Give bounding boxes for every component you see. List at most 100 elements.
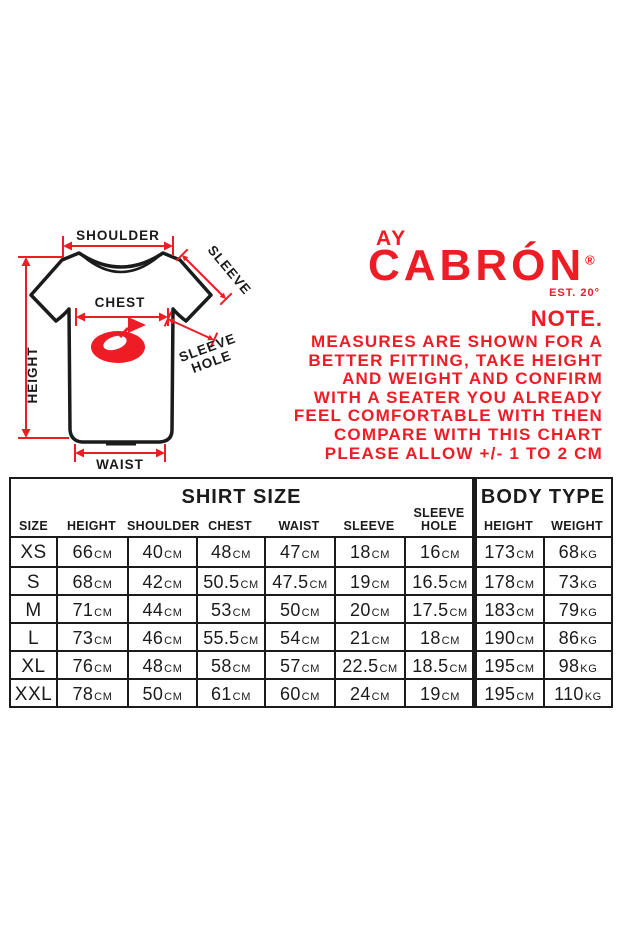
table-row: XS 66 CM 40 CM 48 CM 47 CM 18 CM 16 CM 173 CM 68 KG — [11, 538, 611, 566]
value-cell: 50 CM — [264, 594, 334, 622]
value-number: 86 — [558, 628, 580, 648]
value-cell: 42 CM — [127, 566, 196, 594]
value-number: 79 — [558, 600, 580, 620]
value-unit: CM — [449, 607, 468, 619]
value-unit: KG — [584, 691, 602, 703]
value-number: 20 — [350, 600, 371, 620]
value-number: 61 — [211, 684, 232, 704]
value-number: 73 — [558, 572, 580, 592]
value-number: 178 — [484, 572, 516, 592]
value-number: 47 — [280, 542, 301, 562]
value-cell: 44 CM — [127, 594, 196, 622]
value-number: 55.5 — [203, 628, 240, 648]
value-unit: KG — [580, 549, 598, 561]
value-number: 60 — [280, 684, 301, 704]
value-unit: KG — [580, 607, 598, 619]
value-cell: 50.5 CM — [196, 566, 264, 594]
value-number: 68 — [558, 542, 580, 562]
table-row: L 73 CM 46 CM 55.5 CM 54 CM 21 CM 18 CM 190 CM 86 KG — [11, 622, 611, 650]
value-number: 54 — [280, 628, 301, 648]
value-cell: 58 CM — [196, 650, 264, 678]
value-number: 183 — [484, 600, 516, 620]
value-unit: CM — [232, 549, 251, 561]
value-number: 21 — [350, 628, 371, 648]
value-number: 195 — [484, 684, 516, 704]
value-cell: 183 CM — [474, 594, 543, 622]
value-unit: CM — [301, 691, 320, 703]
value-number: 48 — [142, 656, 164, 676]
value-number: 195 — [484, 656, 516, 676]
note-line: BETTER FITTING, TAKE HEIGHT — [308, 350, 603, 370]
value-cell: 19 CM — [404, 678, 474, 706]
value-cell: 18 CM — [404, 622, 474, 650]
value-unit: CM — [516, 635, 535, 647]
value-cell: 47 CM — [264, 538, 334, 566]
value-unit: CM — [516, 691, 535, 703]
column-header: SLEEVE — [343, 518, 395, 533]
value-cell: 195 CM — [474, 650, 543, 678]
value-cell: 61 CM — [196, 678, 264, 706]
value-cell: 20 CM — [334, 594, 404, 622]
column-headers: SIZE HEIGHT SHOULDER CHEST WAIST SLEEVE SLEEVE… — [11, 506, 611, 533]
value-unit: CM — [441, 691, 460, 703]
value-number: 66 — [72, 542, 94, 562]
table-row: XXL 78 CM 50 CM 61 CM 60 CM 24 CM 19 CM 195 CM 110 KG — [11, 678, 611, 706]
value-number: 18.5 — [412, 656, 449, 676]
value-number: 46 — [142, 628, 164, 648]
brand-logo-ay: AY — [376, 227, 408, 250]
value-unit: CM — [371, 549, 390, 561]
value-cell: 98 KG — [543, 650, 611, 678]
value-number: 16.5 — [412, 572, 449, 592]
value-cell: 110 KG — [543, 678, 611, 706]
value-cell: 50 CM — [127, 678, 196, 706]
value-cell: 173 CM — [474, 538, 543, 566]
value-unit: CM — [371, 635, 390, 647]
value-number: 48 — [211, 542, 232, 562]
note-line: COMPARE WITH THIS CHART — [333, 424, 603, 444]
column-header: SIZE — [19, 518, 48, 533]
size-cell: S — [11, 566, 56, 594]
note-line: FEEL COMFORTABLE WITH THEN — [293, 406, 603, 426]
tshirt-measurement-diagram: SHOULDER CHEST WAIST HEIGHT SLEEVE SLEEV… — [18, 228, 254, 472]
value-unit: CM — [232, 663, 251, 675]
value-number: 78 — [72, 684, 94, 704]
note-line: WITH A SEATER YOU ALREADY — [313, 387, 603, 407]
value-cell: 71 CM — [56, 594, 127, 622]
note-body: MEASURES ARE SHOWN FOR A BETTER FITTING,… — [283, 332, 603, 463]
column-header: WEIGHT — [551, 518, 603, 533]
column-header: HEIGHT — [66, 518, 117, 533]
value-number: 40 — [142, 542, 164, 562]
section-divider — [472, 479, 477, 706]
chest-logo-icon — [91, 317, 146, 363]
value-unit: CM — [164, 691, 183, 703]
value-cell: 86 KG — [543, 622, 611, 650]
note-line: AND WEIGHT AND CONFIRM — [342, 369, 603, 389]
value-cell: 79 KG — [543, 594, 611, 622]
value-number: 17.5 — [412, 600, 449, 620]
size-cell: L — [11, 622, 56, 650]
value-unit: CM — [240, 579, 259, 591]
value-number: 57 — [280, 656, 301, 676]
value-cell: 60 CM — [264, 678, 334, 706]
value-cell: 190 CM — [474, 622, 543, 650]
value-number: 44 — [142, 600, 164, 620]
value-unit: CM — [301, 663, 320, 675]
value-cell: 18 CM — [334, 538, 404, 566]
value-cell: 195 CM — [474, 678, 543, 706]
value-unit: CM — [94, 691, 113, 703]
value-cell: 54 CM — [264, 622, 334, 650]
value-unit: CM — [94, 579, 113, 591]
value-number: 76 — [72, 656, 94, 676]
value-cell: 16 CM — [404, 538, 474, 566]
value-cell: 68 CM — [56, 566, 127, 594]
value-unit: KG — [580, 579, 598, 591]
arrowheads — [21, 241, 226, 458]
value-unit: CM — [301, 549, 320, 561]
value-unit: CM — [240, 635, 259, 647]
value-number: 18 — [350, 542, 371, 562]
size-cell: XS — [20, 542, 47, 563]
value-cell: 73 KG — [543, 566, 611, 594]
value-number: 50 — [142, 684, 164, 704]
value-unit: CM — [94, 635, 113, 647]
size-cell: XXL — [11, 678, 56, 706]
